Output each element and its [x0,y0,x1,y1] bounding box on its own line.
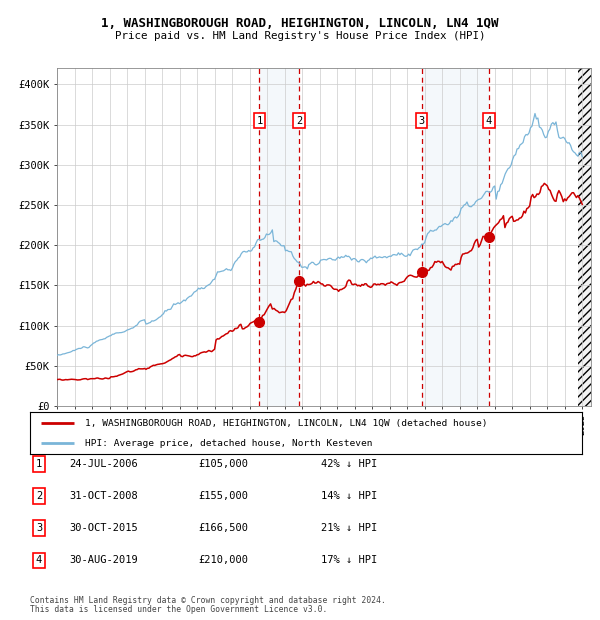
Text: Contains HM Land Registry data © Crown copyright and database right 2024.: Contains HM Land Registry data © Crown c… [30,596,386,604]
Text: 3: 3 [419,115,425,126]
Text: 21% ↓ HPI: 21% ↓ HPI [321,523,377,533]
Text: £166,500: £166,500 [198,523,248,533]
Text: 42% ↓ HPI: 42% ↓ HPI [321,459,377,469]
Text: This data is licensed under the Open Government Licence v3.0.: This data is licensed under the Open Gov… [30,605,328,614]
Text: Price paid vs. HM Land Registry's House Price Index (HPI): Price paid vs. HM Land Registry's House … [115,31,485,41]
Text: £210,000: £210,000 [198,556,248,565]
Text: 2: 2 [296,115,302,126]
Bar [259,68,299,406]
Text: 14% ↓ HPI: 14% ↓ HPI [321,491,377,501]
Text: 31-OCT-2008: 31-OCT-2008 [69,491,138,501]
Text: £105,000: £105,000 [198,459,248,469]
Text: 4: 4 [486,115,492,126]
Text: HPI: Average price, detached house, North Kesteven: HPI: Average price, detached house, Nort… [85,439,373,448]
Bar [422,68,489,406]
Bar [578,68,591,406]
Text: £155,000: £155,000 [198,491,248,501]
Text: 24-JUL-2006: 24-JUL-2006 [69,459,138,469]
Text: 17% ↓ HPI: 17% ↓ HPI [321,556,377,565]
Text: 1: 1 [256,115,262,126]
Text: 4: 4 [36,556,42,565]
Text: 30-OCT-2015: 30-OCT-2015 [69,523,138,533]
Text: 2: 2 [36,491,42,501]
Text: 1, WASHINGBOROUGH ROAD, HEIGHINGTON, LINCOLN, LN4 1QW: 1, WASHINGBOROUGH ROAD, HEIGHINGTON, LIN… [101,17,499,30]
Text: 3: 3 [36,523,42,533]
Text: 1, WASHINGBOROUGH ROAD, HEIGHINGTON, LINCOLN, LN4 1QW (detached house): 1, WASHINGBOROUGH ROAD, HEIGHINGTON, LIN… [85,419,488,428]
Text: 1: 1 [36,459,42,469]
Text: 30-AUG-2019: 30-AUG-2019 [69,556,138,565]
